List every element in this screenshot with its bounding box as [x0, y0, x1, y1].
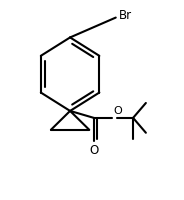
Text: O: O [113, 106, 122, 116]
Text: O: O [89, 144, 98, 157]
Text: Br: Br [118, 9, 132, 22]
